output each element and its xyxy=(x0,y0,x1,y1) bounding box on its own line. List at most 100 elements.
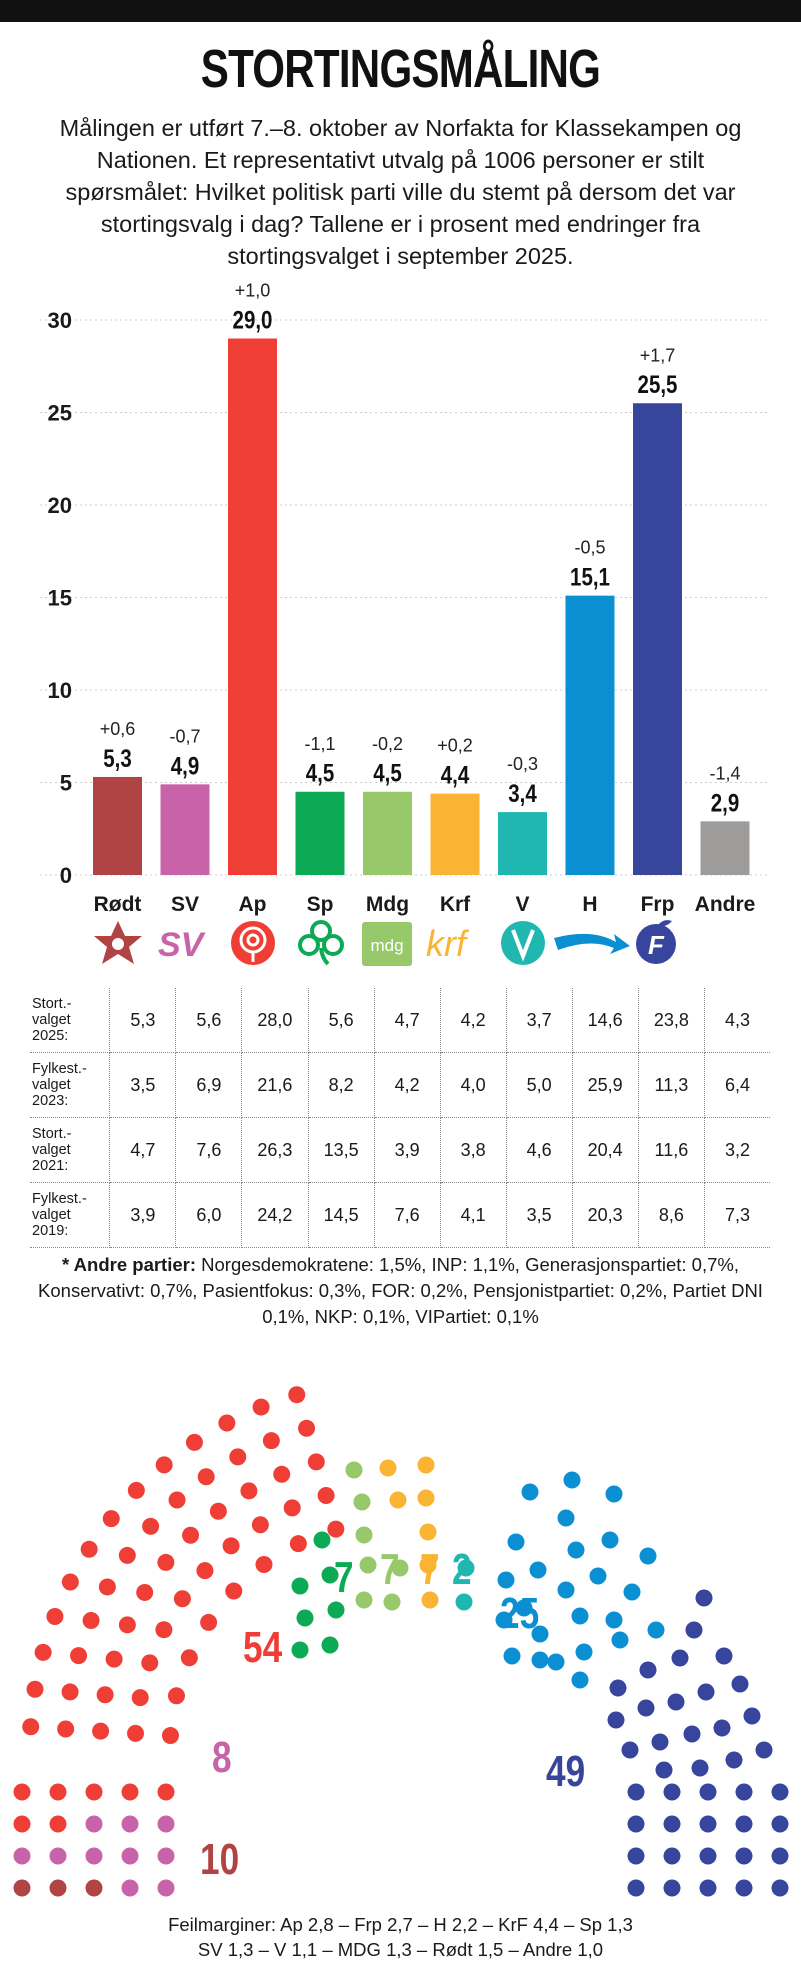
seat-dot xyxy=(218,1414,236,1432)
seats-mdg: 7 xyxy=(380,1545,400,1594)
seat-dot xyxy=(771,1847,789,1865)
seat-dot xyxy=(637,1699,655,1717)
table-cell: 14,5 xyxy=(308,1182,375,1248)
seat-dot xyxy=(621,1741,639,1759)
category-label: Mdg xyxy=(366,893,409,916)
error-margins-line-2: SV 1,3 – V 1,1 – MDG 1,3 – Rødt 1,5 – An… xyxy=(197,1939,604,1960)
seat-dot xyxy=(127,1724,145,1742)
seat-dot xyxy=(251,1516,269,1534)
seat-dot xyxy=(683,1725,701,1743)
seat-dot xyxy=(82,1611,100,1629)
table-cell: 23,8 xyxy=(638,988,705,1053)
change-label: -1,1 xyxy=(304,734,335,754)
seat-dot xyxy=(563,1471,581,1489)
data-label: 25,5 xyxy=(638,370,678,398)
seat-dot xyxy=(85,1815,103,1833)
seat-dot xyxy=(296,1609,314,1627)
seat-dot xyxy=(639,1547,657,1565)
seat-dot xyxy=(288,1386,306,1404)
seat-dot xyxy=(359,1556,377,1574)
category-label: Ap xyxy=(239,893,267,916)
row-label: Stort.- valget 2025: xyxy=(30,988,111,1053)
seat-dot xyxy=(46,1608,64,1625)
seat-dot xyxy=(85,1847,103,1865)
seat-dot xyxy=(507,1533,525,1551)
seat-dot xyxy=(611,1631,629,1649)
clover-icon xyxy=(298,920,344,966)
seat-dot xyxy=(699,1847,717,1865)
table-cell: 4,7 xyxy=(374,988,441,1053)
seat-dot xyxy=(283,1499,301,1517)
seat-dot xyxy=(667,1693,685,1711)
bar xyxy=(633,403,682,875)
table-cell: 26,3 xyxy=(241,1117,309,1183)
table-cell: 4,3 xyxy=(704,988,770,1053)
seat-dot xyxy=(118,1546,136,1564)
seat-dot xyxy=(567,1541,585,1559)
data-label: 2,9 xyxy=(711,788,739,816)
seat-dot xyxy=(671,1649,689,1667)
seat-dot xyxy=(345,1461,363,1479)
seats-ap: 54 xyxy=(243,1623,283,1672)
frp-logo: F xyxy=(636,920,676,964)
seat-dot xyxy=(547,1653,565,1671)
table-cell: 7,3 xyxy=(704,1182,770,1248)
seat-dot xyxy=(663,1783,681,1801)
seat-dot xyxy=(70,1647,88,1665)
y-tick-label: 25 xyxy=(48,401,72,426)
seat-dot xyxy=(167,1687,185,1705)
seat-dot xyxy=(497,1571,515,1589)
seats-krf: 7 xyxy=(420,1545,440,1594)
seat-dot xyxy=(503,1647,521,1665)
seat-dot xyxy=(571,1607,589,1625)
seat-dot xyxy=(229,1448,247,1466)
seat-dot xyxy=(685,1621,703,1639)
y-tick-label: 20 xyxy=(48,493,72,518)
seat-dot xyxy=(182,1526,200,1544)
seat-dot xyxy=(771,1879,789,1897)
seats-sp: 7 xyxy=(334,1553,354,1602)
seat-diagram xyxy=(13,1386,789,1897)
top-bar xyxy=(0,0,801,22)
seat-dot xyxy=(49,1783,67,1801)
seat-dot xyxy=(102,1510,120,1528)
table-cell: 6,9 xyxy=(175,1052,243,1118)
table-cell: 5,3 xyxy=(109,988,177,1053)
seat-dot xyxy=(225,1582,243,1600)
table-cell: 24,2 xyxy=(241,1182,309,1248)
table-cell: 11,3 xyxy=(638,1052,705,1118)
seat-dot xyxy=(455,1593,473,1611)
seat-dot xyxy=(755,1741,773,1759)
bar xyxy=(565,595,615,875)
table-cell: 14,6 xyxy=(572,988,639,1053)
table-cell: 6,4 xyxy=(704,1052,770,1118)
seat-dot xyxy=(353,1493,371,1511)
y-tick-label: 15 xyxy=(48,586,72,611)
seat-dot xyxy=(34,1643,52,1661)
seat-dot xyxy=(13,1783,31,1801)
seat-dot xyxy=(13,1815,31,1833)
seat-dot xyxy=(321,1636,339,1654)
change-label: +0,6 xyxy=(100,719,136,739)
data-label: 4,5 xyxy=(373,759,402,787)
table-cell: 3,7 xyxy=(506,988,573,1053)
seat-dot xyxy=(157,1815,175,1833)
seat-dot xyxy=(196,1562,214,1580)
page-title: STORTINGSMÅLING xyxy=(200,39,601,99)
seat-dot xyxy=(627,1847,645,1865)
seat-dot xyxy=(647,1621,665,1639)
seat-dot xyxy=(695,1589,713,1607)
seat-dot xyxy=(185,1433,203,1451)
v-logo xyxy=(501,921,545,965)
table-cell: 3,2 xyxy=(704,1117,770,1183)
table-cell: 5,6 xyxy=(308,988,375,1053)
seat-dot xyxy=(155,1621,173,1639)
seat-dot xyxy=(663,1879,681,1897)
red-star-icon xyxy=(94,921,142,964)
seat-dot xyxy=(379,1459,397,1477)
seat-dot xyxy=(92,1722,110,1740)
seat-dot xyxy=(85,1879,103,1897)
seat-dot xyxy=(118,1616,136,1634)
category-label: Sp xyxy=(307,893,334,916)
seat-dot xyxy=(291,1641,309,1659)
